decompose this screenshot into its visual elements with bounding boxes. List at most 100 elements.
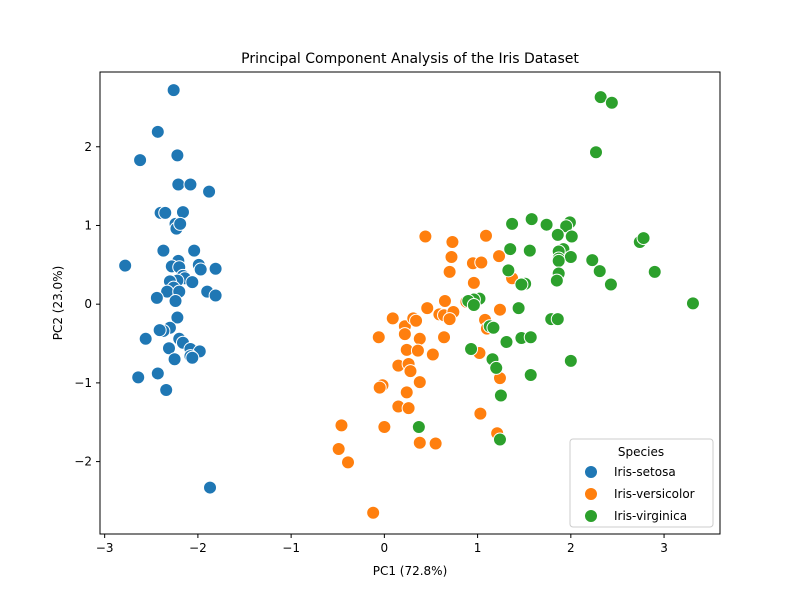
legend-marker-iris-setosa	[584, 465, 598, 479]
point-iris-setosa	[152, 323, 167, 338]
point-iris-versicolor	[409, 313, 424, 328]
legend-label-iris-setosa: Iris-setosa	[614, 465, 676, 479]
point-iris-versicolor	[425, 347, 440, 362]
x-tick-label: 2	[567, 541, 575, 555]
point-iris-setosa	[203, 480, 218, 495]
point-iris-virginica	[493, 388, 508, 403]
x-axis-label: PC1 (72.8%)	[373, 564, 448, 578]
legend-marker-iris-versicolor	[584, 487, 598, 501]
axes-frame	[99, 71, 721, 535]
y-axis-label: PC2 (23.0%)	[51, 266, 65, 341]
point-iris-versicolor	[334, 418, 349, 433]
point-iris-virginica	[685, 296, 700, 311]
plot-area	[99, 71, 721, 535]
point-iris-virginica	[514, 277, 529, 292]
point-iris-virginica	[585, 253, 600, 268]
point-iris-setosa	[118, 258, 133, 273]
points-layer	[118, 83, 700, 520]
point-iris-setosa	[193, 262, 208, 277]
x-tick-label: 0	[381, 541, 389, 555]
y-tick-label: 0	[84, 297, 92, 311]
point-iris-setosa	[171, 177, 186, 192]
point-iris-versicolor	[445, 235, 460, 250]
legend-label-iris-versicolor: Iris-versicolor	[614, 487, 695, 501]
legend-marker-iris-virginica	[584, 509, 598, 523]
point-iris-setosa	[138, 331, 153, 346]
point-iris-virginica	[501, 263, 516, 278]
point-iris-setosa	[150, 366, 165, 381]
x-tick-label: 3	[660, 541, 668, 555]
point-iris-virginica	[411, 419, 426, 434]
point-iris-setosa	[166, 83, 181, 98]
point-iris-setosa	[161, 341, 176, 356]
legend-label-iris-virginica: Iris-virginica	[614, 509, 687, 523]
point-iris-versicolor	[372, 380, 387, 395]
point-iris-virginica	[550, 312, 565, 327]
y-tick-label: 2	[84, 140, 92, 154]
point-iris-versicolor	[399, 385, 414, 400]
x-tick-label: −2	[189, 541, 207, 555]
point-iris-versicolor	[428, 436, 443, 451]
y-tick-label: −2	[74, 455, 92, 469]
point-iris-setosa	[175, 205, 190, 220]
point-iris-versicolor	[412, 331, 427, 346]
legend-items: Iris-setosa Iris-versicolor Iris-virginica	[584, 465, 695, 523]
legend-box	[569, 438, 714, 528]
point-iris-virginica	[464, 342, 479, 357]
legend: Species Iris-setosa Iris-versicolor Iris-v…	[569, 438, 714, 528]
point-iris-virginica	[563, 353, 578, 368]
point-iris-versicolor	[397, 327, 412, 342]
point-iris-versicolor	[377, 419, 392, 434]
point-iris-setosa	[131, 370, 146, 385]
point-iris-setosa	[183, 177, 198, 192]
point-iris-versicolor	[410, 343, 425, 358]
point-iris-versicolor	[418, 229, 433, 244]
point-iris-versicolor	[341, 455, 355, 470]
point-iris-virginica	[593, 90, 608, 105]
point-iris-versicolor	[442, 312, 457, 327]
x-tick-label: 1	[474, 541, 482, 555]
point-iris-virginica	[636, 231, 651, 246]
point-iris-virginica	[486, 320, 501, 335]
point-iris-setosa	[173, 216, 188, 231]
point-iris-versicolor	[444, 249, 459, 264]
point-iris-setosa	[168, 294, 183, 309]
point-iris-setosa	[202, 184, 217, 199]
x-tick-label: −1	[282, 541, 300, 555]
point-iris-virginica	[505, 216, 520, 231]
point-iris-virginica	[550, 227, 565, 242]
point-iris-virginica	[492, 432, 507, 447]
point-iris-versicolor	[401, 401, 416, 416]
point-iris-versicolor	[478, 228, 493, 243]
point-iris-versicolor	[412, 435, 427, 450]
point-iris-setosa	[133, 153, 148, 168]
point-iris-virginica	[549, 273, 564, 288]
point-iris-setosa	[159, 382, 174, 397]
point-iris-virginica	[489, 360, 504, 375]
point-iris-virginica	[524, 212, 539, 227]
point-iris-virginica	[511, 301, 526, 316]
point-iris-virginica	[647, 264, 662, 279]
point-iris-virginica	[522, 243, 537, 258]
point-iris-virginica	[499, 334, 514, 349]
point-iris-versicolor	[366, 505, 381, 520]
point-iris-setosa	[167, 352, 182, 367]
point-iris-virginica	[589, 145, 603, 160]
chart-title: Principal Component Analysis of the Iris…	[241, 51, 579, 67]
y-tick-label: 1	[84, 218, 92, 232]
point-iris-versicolor	[371, 330, 386, 345]
point-iris-virginica	[551, 253, 566, 268]
point-iris-virginica	[564, 229, 579, 244]
point-iris-virginica	[603, 277, 618, 292]
point-iris-virginica	[503, 242, 518, 257]
x-tick-label: −3	[96, 541, 114, 555]
point-iris-setosa	[156, 243, 171, 258]
point-iris-setosa	[158, 205, 173, 220]
x-axis: −3 −2 −1 0 1 2 3	[96, 534, 668, 555]
point-iris-versicolor	[437, 330, 452, 345]
y-tick-label: −1	[74, 376, 92, 390]
point-iris-versicolor	[492, 302, 507, 317]
point-iris-virginica	[466, 297, 481, 312]
point-iris-virginica	[563, 249, 578, 264]
